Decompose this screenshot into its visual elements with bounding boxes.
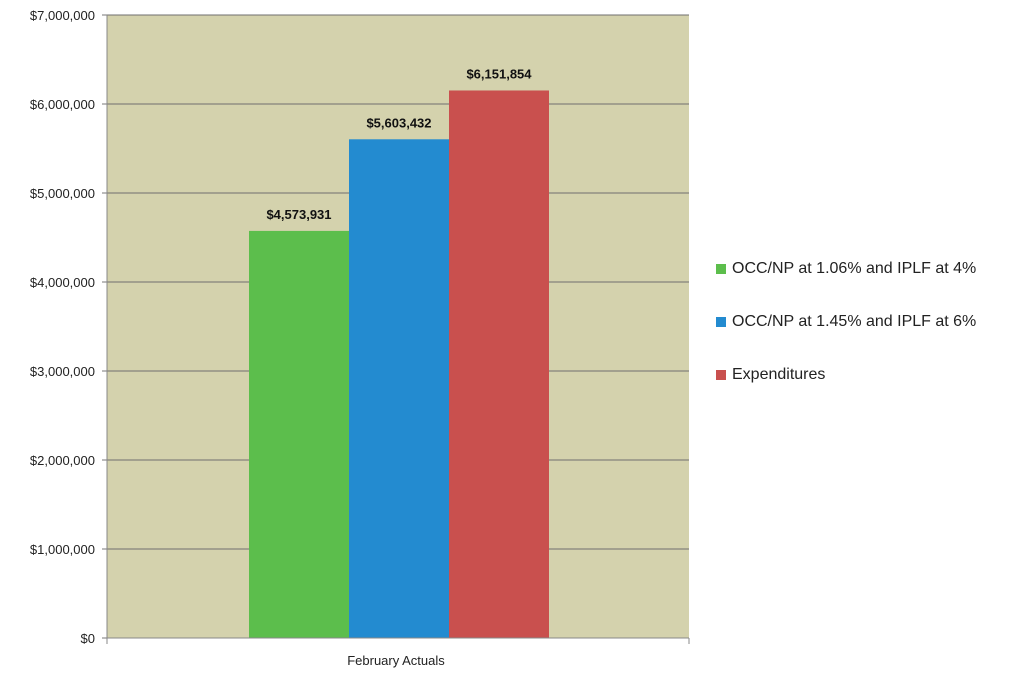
- data-label: $4,573,931: [266, 207, 331, 222]
- bar: [349, 139, 449, 638]
- y-tick-label: $6,000,000: [30, 97, 95, 112]
- x-category-label: February Actuals: [347, 653, 445, 668]
- legend-label: Expenditures: [732, 366, 826, 383]
- legend-swatch: [716, 370, 726, 380]
- y-tick-label: $5,000,000: [30, 186, 95, 201]
- legend-swatch: [716, 264, 726, 274]
- y-axis: $0 $1,000,000 $2,000,000 $3,000,000 $4,000,0…: [30, 8, 108, 646]
- y-tick-label: $2,000,000: [30, 453, 95, 468]
- legend-label: OCC/NP at 1.45% and IPLF at 6%: [732, 313, 977, 330]
- bars: [249, 90, 549, 639]
- legend-item: Expenditures: [716, 362, 976, 388]
- legend-swatch: [716, 317, 726, 327]
- y-tick-label: $3,000,000: [30, 364, 95, 379]
- bar: [249, 230, 349, 638]
- y-tick-label: $7,000,000: [30, 8, 95, 23]
- data-labels: $4,573,931 $5,603,432 $6,151,854: [266, 66, 532, 221]
- data-label: $6,151,854: [466, 66, 532, 81]
- legend: OCC/NP at 1.06% and IPLF at 4% OCC/NP at…: [716, 256, 976, 415]
- legend-item: OCC/NP at 1.06% and IPLF at 4%: [716, 256, 976, 282]
- x-axis: February Actuals: [106, 637, 690, 668]
- y-tick-label: $4,000,000: [30, 275, 95, 290]
- legend-item: OCC/NP at 1.45% and IPLF at 6%: [716, 309, 976, 335]
- y-tick-label: $1,000,000: [30, 542, 95, 557]
- legend-label: OCC/NP at 1.06% and IPLF at 4%: [732, 260, 977, 277]
- y-tick-label: $0: [81, 631, 95, 646]
- data-label: $5,603,432: [366, 115, 431, 130]
- bar: [449, 90, 549, 639]
